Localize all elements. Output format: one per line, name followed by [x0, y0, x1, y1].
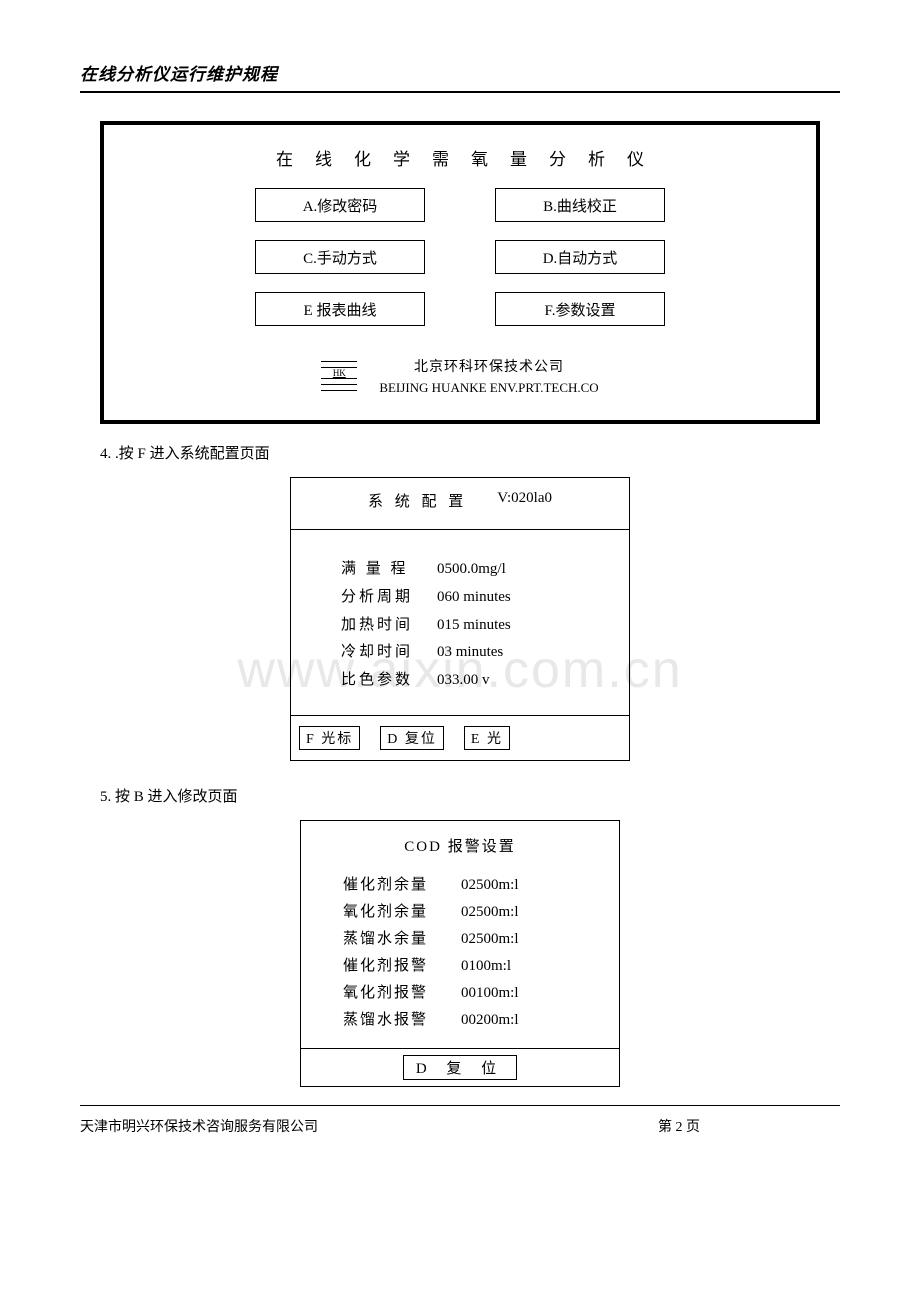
company-block: HK 北京环科环保技术公司 BEIJING HUANKE ENV.PRT.TEC… — [134, 356, 786, 396]
cfg-value: 0500.0mg/l — [437, 556, 506, 584]
alarm-row: 催化剂报警 0100m:l — [343, 953, 609, 980]
step4-text: 4. .按 F 进入系统配置页面 — [100, 442, 820, 463]
btn-f-cursor[interactable]: F 光标 — [299, 726, 360, 750]
cfg-value: 015 minutes — [437, 612, 511, 640]
system-config-panel: 系 统 配 置 V:020la0 满 量 程 0500.0mg/l 分析周期 060… — [290, 477, 630, 761]
button-row-2: C.手动方式 D.自动方式 — [134, 240, 786, 274]
alarm-panel: COD 报警设置 催化剂余量 02500m:l 氧化剂余量 02500m:l 蒸馏水… — [300, 820, 620, 1087]
alarm-label: 蒸馏水报警 — [343, 1007, 433, 1034]
cfg-label: 比色参数 — [341, 667, 423, 695]
config-row: 满 量 程 0500.0mg/l — [341, 556, 619, 584]
config-version: V:020la0 — [497, 490, 552, 511]
alarm-row: 氧化剂余量 02500m:l — [343, 899, 609, 926]
button-row-3: E 报表曲线 F.参数设置 — [134, 292, 786, 326]
btn-auto-mode[interactable]: D.自动方式 — [495, 240, 665, 274]
doc-header-title: 在线分析仪运行维护规程 — [80, 60, 840, 93]
btn-d-reset-alarm[interactable]: D 复 位 — [403, 1055, 517, 1080]
cfg-label: 冷却时间 — [341, 639, 423, 667]
alarm-value: 00100m:l — [461, 980, 519, 1007]
config-row: 分析周期 060 minutes — [341, 584, 619, 612]
alarm-value: 00200m:l — [461, 1007, 519, 1034]
alarm-row: 氧化剂报警 00100m:l — [343, 980, 609, 1007]
btn-curve-correction[interactable]: B.曲线校正 — [495, 188, 665, 222]
company-text: 北京环科环保技术公司 BEIJING HUANKE ENV.PRT.TECH.C… — [379, 356, 598, 396]
config-row: 比色参数 033.00 v — [341, 667, 619, 695]
cfg-value: 033.00 v — [437, 667, 490, 695]
config-body: 满 量 程 0500.0mg/l 分析周期 060 minutes 加热时间 015 … — [291, 530, 629, 715]
cfg-label: 加热时间 — [341, 612, 423, 640]
footer-page: 第 2 页 — [658, 1116, 700, 1136]
alarm-value: 02500m:l — [461, 899, 519, 926]
alarm-value: 0100m:l — [461, 953, 511, 980]
alarm-label: 催化剂报警 — [343, 953, 433, 980]
step5-text: 5. 按 B 进入修改页面 — [100, 785, 820, 806]
config-row: 冷却时间 03 minutes — [341, 639, 619, 667]
alarm-value: 02500m:l — [461, 926, 519, 953]
alarm-label: 蒸馏水余量 — [343, 926, 433, 953]
alarm-row: 蒸馏水余量 02500m:l — [343, 926, 609, 953]
cfg-value: 03 minutes — [437, 639, 503, 667]
alarm-label: 氧化剂余量 — [343, 899, 433, 926]
cfg-label: 满 量 程 — [341, 556, 423, 584]
page-footer: 天津市明兴环保技术咨询服务有限公司 第 2 页 — [80, 1105, 840, 1136]
alarm-label: 氧化剂报警 — [343, 980, 433, 1007]
btn-report-curve[interactable]: E 报表曲线 — [255, 292, 425, 326]
alarm-label: 催化剂余量 — [343, 872, 433, 899]
config-title: 系 统 配 置 — [368, 490, 467, 511]
alarm-body: 催化剂余量 02500m:l 氧化剂余量 02500m:l 蒸馏水余量 02500m:… — [301, 868, 619, 1048]
btn-e-light[interactable]: E 光 — [464, 726, 510, 750]
cfg-label: 分析周期 — [341, 584, 423, 612]
alarm-row: 催化剂余量 02500m:l — [343, 872, 609, 899]
alarm-row: 蒸馏水报警 00200m:l — [343, 1007, 609, 1034]
btn-d-reset[interactable]: D 复位 — [380, 726, 444, 750]
config-row: 加热时间 015 minutes — [341, 612, 619, 640]
panel-title: 在线化学需氧量分析仪 — [134, 145, 786, 170]
btn-param-settings[interactable]: F.参数设置 — [495, 292, 665, 326]
btn-manual-mode[interactable]: C.手动方式 — [255, 240, 425, 274]
hk-logo-text: HK — [321, 368, 357, 378]
btn-change-password[interactable]: A.修改密码 — [255, 188, 425, 222]
alarm-value: 02500m:l — [461, 872, 519, 899]
footer-company: 天津市明兴环保技术咨询服务有限公司 — [80, 1116, 318, 1136]
cfg-value: 060 minutes — [437, 584, 511, 612]
company-cn: 北京环科环保技术公司 — [379, 356, 598, 376]
alarm-footer: D 复 位 — [301, 1048, 619, 1086]
config-footer: F 光标 D 复位 E 光 — [291, 715, 629, 760]
config-title-row: 系 统 配 置 V:020la0 — [291, 478, 629, 530]
button-row-1: A.修改密码 B.曲线校正 — [134, 188, 786, 222]
company-en: BEIJING HUANKE ENV.PRT.TECH.CO — [379, 380, 598, 396]
main-menu-panel: 在线化学需氧量分析仪 A.修改密码 B.曲线校正 C.手动方式 D.自动方式 E… — [100, 121, 820, 424]
alarm-title: COD 报警设置 — [301, 821, 619, 868]
hk-logo-icon: HK — [321, 361, 357, 391]
